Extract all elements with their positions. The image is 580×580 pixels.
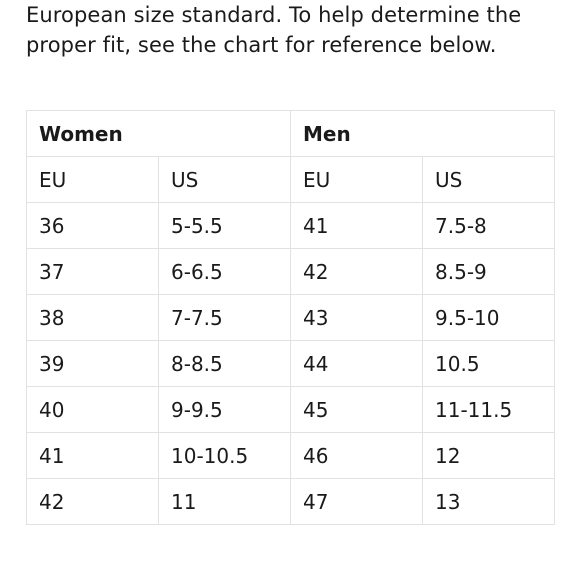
men-us-cell: 9.5-10 [422, 294, 556, 341]
women-us-header: US [157, 156, 292, 203]
intro-line-2: proper fit, see the chart for reference … [26, 33, 497, 57]
women-eu-cell: 40 [26, 386, 159, 433]
men-us-cell: 10.5 [422, 340, 556, 387]
men-us-header: US [422, 156, 556, 203]
women-us-cell: 6-6.5 [157, 248, 292, 295]
women-us-cell: 7-7.5 [157, 294, 292, 341]
men-eu-cell: 41 [290, 202, 424, 249]
men-eu-cell: 44 [290, 340, 424, 387]
women-eu-header: EU [26, 156, 159, 203]
table-row: 39 8-8.5 44 10.5 [26, 340, 556, 387]
women-us-cell: 9-9.5 [157, 386, 292, 433]
women-eu-cell: 39 [26, 340, 159, 387]
women-us-cell: 8-8.5 [157, 340, 292, 387]
table-row: 42 11 47 13 [26, 478, 556, 525]
women-eu-cell: 37 [26, 248, 159, 295]
women-eu-cell: 42 [26, 478, 159, 525]
women-header: Women [25, 110, 292, 157]
table-row: 40 9-9.5 45 11-11.5 [26, 386, 556, 433]
table-row: 41 10-10.5 46 12 [26, 432, 556, 479]
women-us-cell: 5-5.5 [157, 202, 292, 249]
intro-text: European size standard. To help determin… [26, 0, 566, 60]
men-eu-cell: 47 [290, 478, 424, 525]
table-row: 38 7-7.5 43 9.5-10 [26, 294, 556, 341]
size-chart-table: Women Men EU US EU US 36 5-5.5 41 7.5-8 37 6-… [25, 110, 556, 525]
men-eu-cell: 45 [290, 386, 424, 433]
men-header: Men [290, 110, 556, 157]
women-eu-cell: 38 [26, 294, 159, 341]
men-us-cell: 11-11.5 [422, 386, 556, 433]
table-row: 36 5-5.5 41 7.5-8 [26, 202, 556, 249]
men-eu-cell: 43 [290, 294, 424, 341]
women-eu-cell: 36 [26, 202, 159, 249]
group-header-row: Women Men [25, 110, 556, 157]
women-us-cell: 11 [157, 478, 292, 525]
subheader-row: EU US EU US [26, 156, 556, 203]
men-us-cell: 12 [422, 432, 556, 479]
men-eu-cell: 46 [290, 432, 424, 479]
men-us-cell: 7.5-8 [422, 202, 556, 249]
women-us-cell: 10-10.5 [157, 432, 292, 479]
men-us-cell: 13 [422, 478, 556, 525]
men-eu-cell: 42 [290, 248, 424, 295]
men-us-cell: 8.5-9 [422, 248, 556, 295]
women-eu-cell: 41 [26, 432, 159, 479]
intro-line-1: European size standard. To help determin… [26, 3, 522, 27]
men-eu-header: EU [290, 156, 424, 203]
table-row: 37 6-6.5 42 8.5-9 [26, 248, 556, 295]
